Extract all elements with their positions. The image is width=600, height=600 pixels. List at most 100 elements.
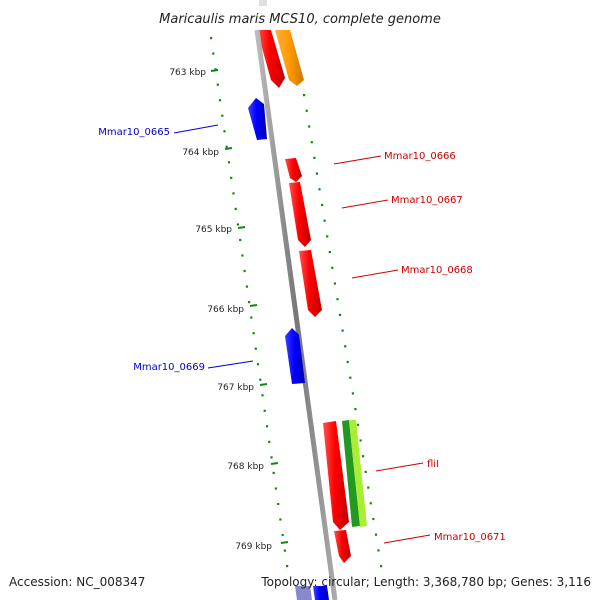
tick-label-765: 765 kbp	[195, 225, 232, 235]
tick-dot	[210, 37, 213, 40]
tick-dot	[346, 360, 349, 364]
tick-dot	[310, 141, 313, 144]
tick-dot	[283, 549, 286, 552]
tick-dot	[364, 470, 367, 473]
tick-dot	[259, 378, 262, 381]
tick-dot	[218, 99, 222, 102]
tick-label-766: 766 kbp	[207, 305, 244, 315]
tick-dot	[223, 130, 226, 133]
accession-text: Accession: NC_008347	[9, 575, 145, 589]
tick-dot	[279, 518, 282, 521]
tick-dot	[216, 83, 219, 86]
tick-dot	[248, 301, 251, 304]
tick-dot	[359, 439, 362, 442]
tick-dot	[328, 251, 331, 254]
tick-dot	[377, 549, 380, 552]
tick-dot	[274, 487, 277, 490]
tick-dot	[305, 109, 308, 112]
gene-mmar10-0671[interactable]	[334, 530, 351, 563]
tick-dot	[221, 114, 224, 117]
tick-label-767: 767 kbp	[217, 383, 254, 393]
tick-dot	[362, 455, 365, 458]
tick-dot	[252, 332, 255, 335]
tick-dot	[351, 392, 354, 395]
bottom-grey-gene[interactable]	[295, 586, 312, 600]
tick-dot	[303, 94, 306, 97]
tick-dot	[225, 145, 228, 148]
topology-text: Topology: circular; Length: 3,368,780 bp…	[260, 575, 591, 589]
tick-dot	[268, 440, 271, 443]
tick-dot	[286, 565, 289, 568]
tick-dot	[241, 254, 244, 257]
tick-dot	[367, 486, 370, 489]
map-title: Maricaulis maris MCS10, complete genome	[159, 12, 441, 27]
top-red-gene[interactable]	[257, 30, 285, 88]
tick-dot	[243, 269, 246, 273]
tick-dot	[356, 423, 360, 426]
gene-mmar10-0668[interactable]	[299, 250, 322, 317]
tick-dot	[272, 471, 275, 474]
tick-dot	[374, 533, 378, 536]
gene-label-mmar10-0671[interactable]: Mmar10_0671	[434, 532, 506, 543]
lime-feature[interactable]	[349, 420, 367, 527]
tick-dot	[369, 502, 372, 505]
tick-dot	[333, 282, 336, 285]
gene-label-mmar10-0666[interactable]: Mmar10_0666	[384, 151, 456, 162]
tick-dot	[214, 68, 217, 71]
tick-dot	[270, 456, 273, 459]
tick-label-764: 764 kbp	[182, 148, 219, 158]
tick-dot	[331, 266, 334, 269]
tick-dot	[250, 316, 253, 319]
tick-dot	[227, 161, 231, 164]
gene-label-mmar10-0668[interactable]: Mmar10_0668	[401, 265, 473, 276]
tick-dot	[372, 517, 375, 521]
top-fragment	[259, 0, 267, 6]
tick-dot	[245, 285, 248, 288]
gene-mmar10-0665[interactable]	[248, 98, 267, 140]
tick-dot	[349, 376, 352, 379]
gene-mmar10-0666[interactable]	[285, 158, 302, 182]
orange-gene[interactable]	[275, 30, 304, 86]
tick-dot	[336, 298, 339, 301]
tick-label-769: 769 kbp	[235, 542, 272, 552]
tick-dot	[323, 219, 326, 222]
tick-dot	[338, 313, 342, 316]
tick-dot	[308, 125, 311, 128]
tick-dot	[254, 347, 257, 350]
gene-mmar10-0667[interactable]	[289, 182, 311, 247]
tick-dot	[232, 192, 235, 195]
tick-dot	[256, 363, 260, 366]
tick-dot	[263, 409, 266, 412]
tick-dot	[341, 329, 344, 332]
gene-label-mmar10-0669[interactable]: Mmar10_0669	[133, 362, 205, 373]
tick-label-768: 768 kbp	[227, 462, 264, 472]
tick-dot	[318, 188, 321, 191]
tick-dot	[313, 156, 316, 159]
tick-dot	[236, 223, 239, 226]
tick-dot	[281, 533, 284, 537]
gene-label-mmar10-0665[interactable]: Mmar10_0665	[98, 127, 170, 138]
tick-dot	[212, 52, 215, 55]
tick-dot	[315, 172, 318, 175]
green-feature[interactable]	[342, 420, 360, 527]
gene-label-mmar10-0667[interactable]: Mmar10_0667	[391, 195, 463, 206]
tick-dot	[261, 394, 264, 397]
gene-mmar10-0669[interactable]	[285, 328, 305, 384]
tick-dot	[230, 176, 233, 179]
tick-label-763: 763 kbp	[169, 68, 206, 78]
tick-dot	[234, 207, 237, 210]
tick-dot	[344, 345, 347, 348]
genome-backbone	[254, 29, 338, 600]
bottom-blue-gene[interactable]	[313, 586, 329, 600]
tick-dot	[321, 203, 324, 207]
right-tick-track	[303, 94, 383, 568]
tick-dot	[380, 565, 383, 568]
gene-label-flii[interactable]: fliI	[427, 459, 439, 470]
tick-dot	[239, 238, 242, 242]
gene-flii[interactable]	[323, 421, 349, 530]
left-tick-track	[210, 37, 289, 568]
tick-dot	[265, 425, 269, 428]
tick-dot	[277, 502, 280, 506]
tick-dot	[354, 408, 357, 411]
